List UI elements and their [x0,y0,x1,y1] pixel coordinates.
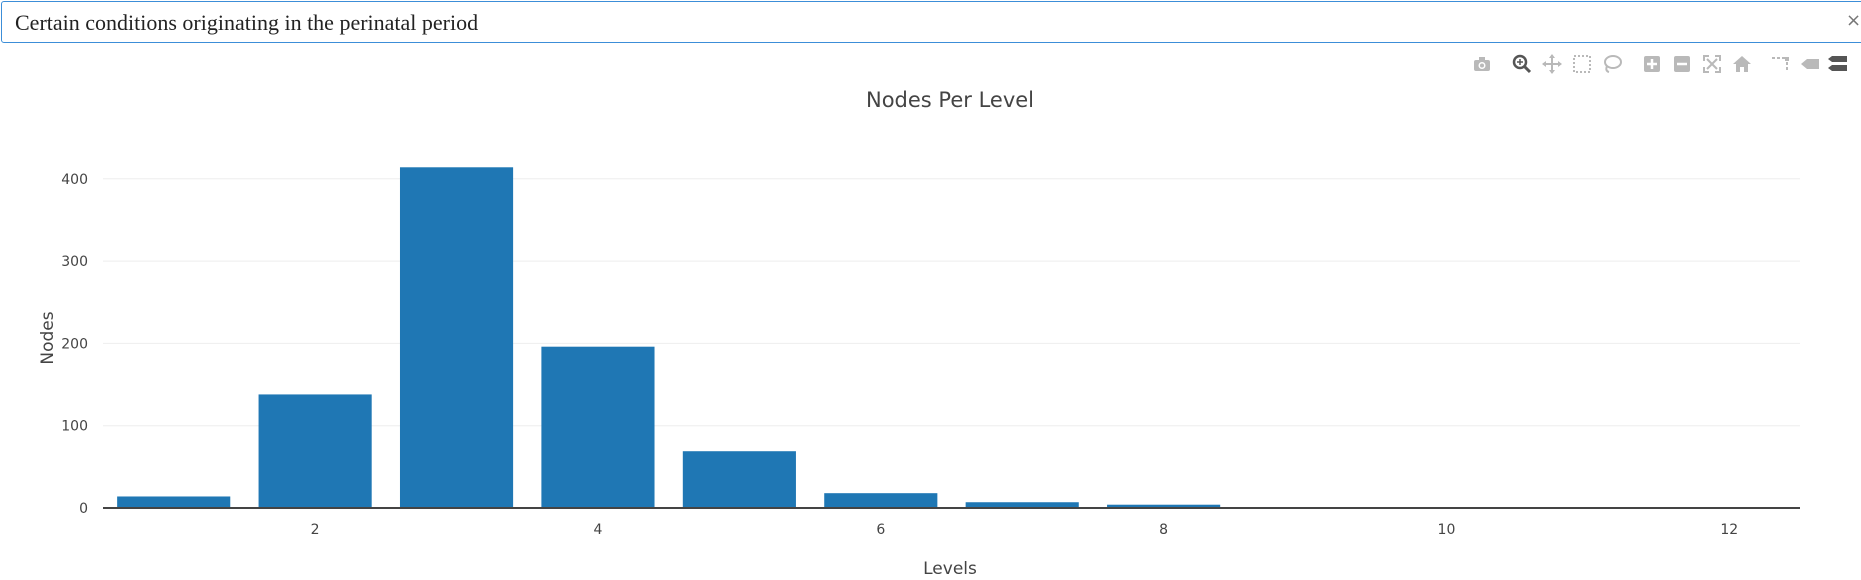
zoom-out-icon[interactable] [1671,53,1693,77]
pan-icon[interactable] [1541,53,1563,77]
x-tick-label: 8 [1159,522,1168,538]
x-tick-label: 12 [1720,522,1738,538]
camera-icon[interactable] [1471,53,1493,77]
y-axis-label: Nodes [38,311,58,364]
autoscale-icon[interactable] [1701,53,1723,77]
bar[interactable] [1107,504,1221,508]
box-select-icon[interactable] [1571,53,1593,77]
bar[interactable] [965,502,1079,508]
y-tick-label: 300 [61,254,88,270]
lasso-select-icon[interactable] [1601,53,1623,77]
reset-axes-icon[interactable] [1731,53,1753,77]
bar[interactable] [682,451,796,508]
search-input-value: Certain conditions originating in the pe… [15,10,479,35]
bar[interactable] [117,496,231,508]
x-tick-label: 6 [876,522,885,538]
hover-compare-icon[interactable] [1827,53,1849,77]
y-tick-label: 0 [79,501,88,517]
hover-closest-icon[interactable] [1799,53,1821,77]
bar[interactable] [258,394,372,508]
bar[interactable] [824,493,938,508]
y-tick-label: 100 [61,419,88,435]
x-tick-label: 4 [593,522,602,538]
chart-title: Nodes Per Level [866,88,1034,112]
x-tick-label: 10 [1438,522,1456,538]
bar[interactable] [399,167,514,508]
bar[interactable] [541,346,655,508]
zoom-icon[interactable] [1511,53,1533,77]
clear-icon[interactable]: × [1846,10,1861,31]
x-tick-label: 2 [311,522,320,538]
spike-lines-icon[interactable] [1770,53,1792,77]
y-tick-label: 200 [61,336,88,352]
zoom-in-icon[interactable] [1641,53,1663,77]
x-axis-label: Levels [923,559,977,579]
y-tick-label: 400 [61,172,88,188]
search-input[interactable]: Certain conditions originating in the pe… [1,1,1861,43]
